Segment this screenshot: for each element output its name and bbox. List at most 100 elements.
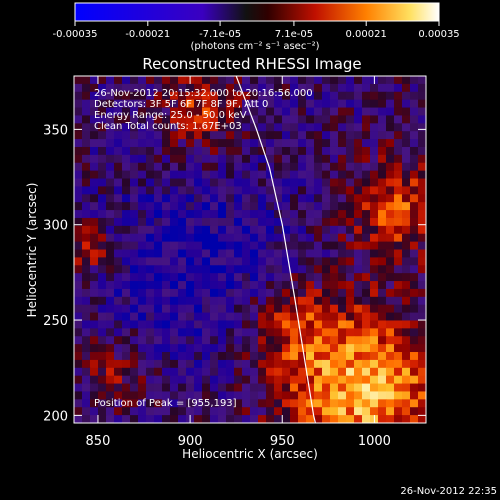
heatmap-cell [418,170,426,180]
heatmap-cell [386,115,395,124]
heatmap-cell [82,399,91,408]
heatmap-cell [386,296,395,306]
heatmap-cell [170,249,179,258]
heatmap-cell [394,249,403,258]
heatmap-cell [402,352,411,361]
heatmap-cell [338,304,347,314]
heatmap-cell [306,352,315,361]
heatmap-cell [242,241,251,251]
heatmap-cell [106,352,115,361]
heatmap-cell [122,391,131,400]
heatmap-cell [226,115,235,124]
heatmap-cell [98,415,107,423]
heatmap-cell [330,83,339,93]
heatmap-cell [210,328,219,337]
heatmap-cell [178,99,187,109]
heatmap-cell [362,249,371,258]
heatmap-cell [354,170,363,180]
heatmap-cell [418,383,426,393]
heatmap-cell [138,320,147,329]
heatmap-cell [346,99,355,109]
heatmap-cell [114,312,123,322]
heatmap-cell [170,91,179,101]
heatmap-cell [250,288,259,298]
heatmap-cell [170,399,179,408]
heatmap-cell [226,186,235,195]
heatmap-cell [378,367,387,377]
heatmap-cell [306,249,315,258]
heatmap-cell [98,352,107,361]
heatmap-cell [282,383,291,393]
heatmap-cell [178,265,187,274]
heatmap-cell [210,391,219,400]
heatmap-cell [130,320,139,329]
heatmap-cell [266,352,275,361]
heatmap-cell [290,352,299,361]
heatmap-cell [346,328,355,337]
heatmap-cell [202,288,211,298]
heatmap-cell [346,154,355,164]
heatmap-cell [314,83,323,93]
heatmap-cell [242,123,251,132]
heatmap-cell [266,194,275,203]
heatmap-cell [322,344,331,353]
heatmap-cell [290,162,299,172]
heatmap-cell [82,194,91,203]
peak-position-label: Position of Peak = [955,193] [94,398,237,409]
heatmap-cell [82,415,91,423]
heatmap-cell [154,273,163,282]
heatmap-cell [378,344,387,353]
heatmap-cell [410,131,419,140]
heatmap-cell [122,217,131,227]
heatmap-cell [378,76,387,85]
heatmap-cell [202,186,211,195]
heatmap-cell [162,359,171,369]
heatmap-cell [298,375,307,385]
heatmap-cell [210,407,219,416]
heatmap-cell [130,170,139,180]
heatmap-cell [314,375,323,385]
heatmap-cell [378,265,387,274]
heatmap-cell [290,139,299,148]
heatmap-cell [290,83,299,93]
heatmap-cell [122,131,131,140]
heatmap-cell [114,352,123,361]
heatmap-cell [306,178,315,188]
heatmap-cell [322,162,331,172]
heatmap-cell [338,320,347,329]
heatmap-cell [218,281,227,290]
heatmap-cell [282,375,291,385]
heatmap-cell [146,225,155,235]
heatmap-cell [250,225,259,235]
heatmap-cell [146,359,155,369]
heatmap-cell [394,344,403,353]
heatmap-cell [242,375,251,385]
heatmap-cell [394,91,403,101]
heatmap-cell [242,265,251,274]
heatmap-cell [186,186,195,195]
heatmap-cell [290,241,299,251]
heatmap-cell [114,146,123,156]
heatmap-cell [274,210,283,219]
heatmap-cell [186,146,195,156]
heatmap-cell [314,415,323,423]
heatmap-cell [266,241,275,251]
heatmap-cell [234,83,243,93]
heatmap-cell [330,107,339,117]
heatmap-cell [210,225,219,235]
heatmap-cell [378,312,387,322]
heatmap-cell [386,328,395,337]
heatmap-cell [370,123,379,132]
heatmap-cell [322,210,331,219]
heatmap-cell [322,407,331,416]
heatmap-cell [138,194,147,203]
heatmap-cell [322,76,331,85]
heatmap-cell [106,241,115,251]
heatmap-cell [298,107,307,117]
heatmap-cell [210,139,219,148]
heatmap-cell [106,344,115,353]
heatmap-cell [130,233,139,243]
heatmap-cell [338,281,347,290]
heatmap-cell [178,233,187,243]
heatmap-cell [346,391,355,400]
